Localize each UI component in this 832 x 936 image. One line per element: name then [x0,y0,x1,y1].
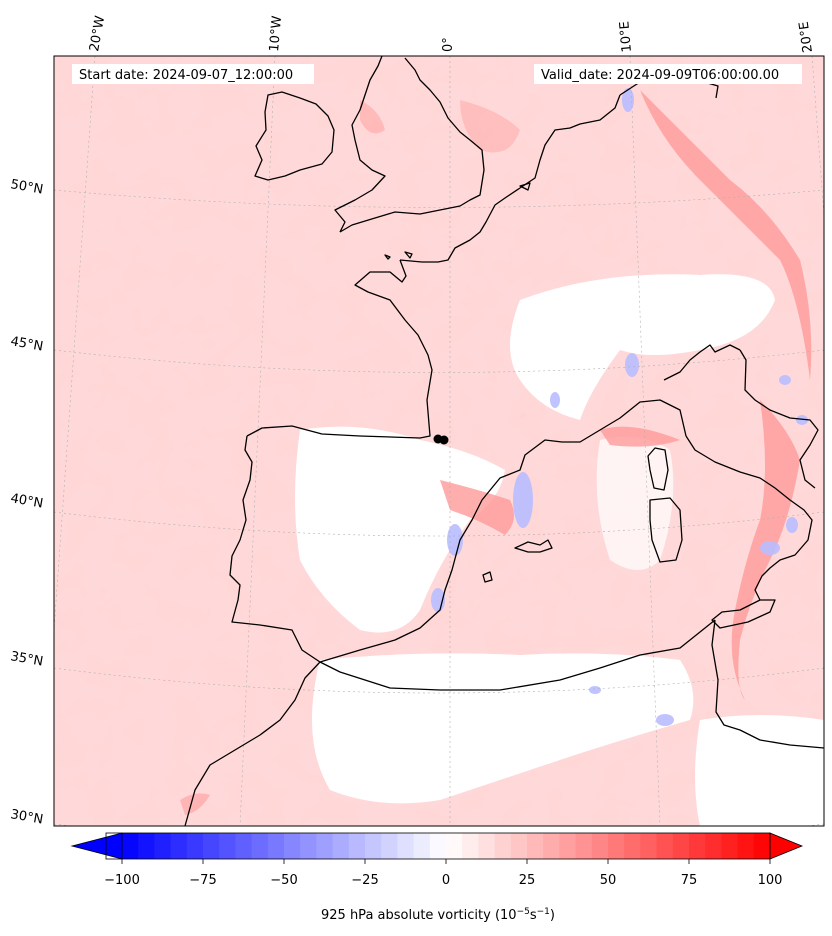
colorbar-swatch [397,833,415,859]
colorbar-swatch [672,833,690,859]
colorbar-tick-label: 25 [519,873,536,888]
coastline-great-britain [339,57,485,233]
colorbar-swatch [381,833,398,859]
colorbar-swatch [300,833,317,859]
colorbar-extend-low [70,832,123,860]
colorbar-swatch [413,833,431,859]
colorbar-tick-label: −75 [189,873,216,888]
colorbar-swatch [753,833,771,859]
colorbar-swatches [122,833,771,859]
negative-vorticity-patches [431,88,808,726]
lon-label: 20°W [87,15,108,53]
valid-date-box [534,64,802,84]
colorbar-swatch [705,833,722,859]
colorbar-swatch [348,833,366,859]
location-marker [433,434,449,445]
colorbar-swatch [494,833,512,859]
colorbar-swatch [219,833,236,859]
colorbar-swatch [316,833,334,859]
lat-label: 40°N [9,491,44,511]
lat-label: 30°N [9,807,44,827]
colorbar-extend-high [769,832,804,860]
header-bar: Start date: 2024-09-07_12:00:00 Valid_da… [72,64,802,84]
colorbar-swatch [689,833,706,859]
colorbar-swatch [365,833,382,859]
colorbar-swatch [559,833,577,859]
lat-label: 35°N [9,649,44,669]
colorbar-tick-label: 100 [758,873,783,888]
colorbar-swatch [235,833,253,859]
lat-label: 45°N [9,334,44,354]
colorbar-swatch [284,833,301,859]
start-date-box [72,64,314,84]
latitude-labels: 50°N 45°N 40°N 35°N 30°N [9,177,44,827]
colorbar-label: 925 hPa absolute vorticity (10−5s−1) [321,907,555,923]
colorbar-tick-label: 75 [681,873,698,888]
coastline-italy [685,435,813,601]
colorbar-swatch [737,833,755,859]
colorbar-tick-label: −25 [351,873,378,888]
lon-label: 10°W [267,15,285,52]
colorbar-swatch [429,833,447,859]
colorbar-swatch [138,833,155,859]
coastline-sardinia [649,497,683,563]
colorbar-swatch [527,833,544,859]
colorbar-swatch [267,833,285,859]
coastline-france-north [399,187,521,263]
colorbar-swatch [510,833,528,859]
coastline-sicily [711,599,776,629]
colorbar-swatch [203,833,220,859]
colorbar-tick-label: 50 [600,873,617,888]
colorbar-swatch [251,833,269,859]
colorbar-ticks: −100 −75 −50 −25 0 25 50 75 100 [104,859,782,888]
colorbar-tick-label: −100 [104,873,140,888]
colorbar-swatch [721,833,739,859]
colorbar-swatch [462,833,479,859]
coastline-corsica [647,447,669,491]
colorbar-swatch [543,833,560,859]
valid-date-text: Valid_date: 2024-09-09T06:00:00.00 [541,68,779,83]
colorbar-swatch [186,833,204,859]
coastline-ireland [254,91,335,181]
colorbar-swatch [170,833,188,859]
colorbar-swatch [446,833,463,859]
graticule [54,56,824,826]
colorbar-tick-label: −50 [270,873,297,888]
lat-label: 50°N [9,177,44,197]
colorbar: −100 −75 −50 −25 0 25 50 75 100 925 hPa absolute… [70,832,804,923]
colorbar-tick-label: 0 [442,873,450,888]
map-frame [53,55,825,827]
lon-label: 0° [441,37,456,52]
colorbar-swatch [154,833,172,859]
colorbar-swatch [640,833,658,859]
map-panel [54,56,824,826]
longitude-labels: 20°W 10°W 0° 10°E 20°E [87,15,816,54]
start-date-text: Start date: 2024-09-07_12:00:00 [79,68,293,83]
colorbar-swatch [332,833,350,859]
colorbar-swatch [624,833,641,859]
colorbar-swatch [608,833,625,859]
lon-label: 10°E [617,21,635,53]
colorbar-swatch [575,833,593,859]
coastline-iberia [246,259,433,439]
colorbar-swatch [122,833,139,859]
near-zero-regions [295,274,824,826]
colorbar-swatch [478,833,496,859]
lon-label: 20°E [797,20,816,53]
colorbar-swatch [656,833,674,859]
colorbar-swatch [591,833,609,859]
coastlines [184,56,824,826]
colorbar-frame [105,832,771,860]
coastline-north-africa [184,661,321,826]
